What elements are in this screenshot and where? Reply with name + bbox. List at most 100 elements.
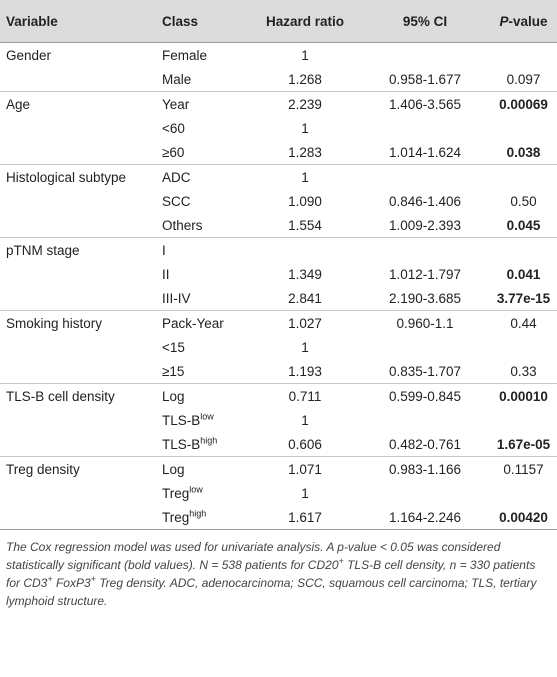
- header-cell: P-value: [490, 0, 557, 43]
- ci-cell: 1.012-1.797: [388, 266, 462, 282]
- table-row: Histological subtype ADC 1: [0, 164, 557, 189]
- variable-cell: [0, 67, 158, 92]
- ci-cell: 0.983-1.166: [360, 456, 490, 481]
- ci-cell: 0.482-0.761: [388, 436, 462, 452]
- hr-cell: 0.606: [288, 436, 322, 452]
- class-cell: ≥60: [158, 140, 250, 165]
- hr-cell: 1.617: [250, 505, 360, 530]
- p-cell: [490, 43, 557, 68]
- hr-cell: 0.711: [250, 383, 360, 408]
- class-cell: TLS-Bhigh: [158, 432, 250, 457]
- class-text: ADC: [162, 169, 191, 185]
- variable-cell: Gender: [6, 47, 52, 63]
- table-row: II 1.349 1.012-1.797 0.041: [0, 262, 557, 286]
- hr-cell: 1: [301, 485, 309, 501]
- class-sup: low: [200, 411, 214, 421]
- p-cell: 0.00010: [490, 383, 557, 408]
- header-cell: 95% CI: [360, 0, 490, 43]
- header-text: -value: [508, 13, 548, 29]
- variable-cell: [0, 359, 158, 384]
- class-cell: Treghigh: [158, 505, 250, 530]
- class-cell: Others: [158, 213, 250, 238]
- ci-cell: 0.958-1.677: [388, 71, 462, 87]
- hr-cell: 1.193: [288, 363, 322, 379]
- variable-cell: Treg density: [0, 456, 158, 481]
- hr-cell: 1: [250, 164, 360, 189]
- hr-cell: 1.071: [250, 456, 360, 481]
- class-cell: ADC: [158, 164, 250, 189]
- footnote-sup: +: [338, 556, 344, 566]
- table-row: TLS-Bhigh 0.606 0.482-0.761 1.67e-05: [0, 432, 557, 457]
- variable-cell: [0, 335, 158, 359]
- header-cell: Variable: [0, 0, 158, 43]
- table-row: Age Year 2.239 1.406-3.565 0.00069: [0, 91, 557, 116]
- ci-cell: 0.599-0.845: [360, 383, 490, 408]
- class-text: Log: [162, 461, 185, 477]
- p-cell: 0.097: [506, 71, 541, 87]
- class-cell: ≥15: [158, 359, 250, 384]
- header-cell: Hazard ratio: [250, 0, 360, 43]
- class-text: <15: [162, 339, 185, 355]
- footnote-text: The Cox regression model was used for un…: [6, 540, 501, 572]
- class-text: Treg: [162, 509, 190, 525]
- hr-cell: 1: [301, 339, 309, 355]
- ci-cell: 0.846-1.406: [388, 193, 462, 209]
- p-cell: [490, 335, 557, 359]
- class-cell: <15: [158, 335, 250, 359]
- ci-cell: 1.009-2.393: [388, 217, 462, 233]
- class-cell: SCC: [158, 189, 250, 213]
- hr-cell: 1.268: [288, 71, 322, 87]
- ci-cell: [360, 164, 490, 189]
- class-text: I: [162, 242, 166, 258]
- ci-cell: 1.406-3.565: [360, 91, 490, 116]
- footnote-text: Treg density. ADC, adenocarcinoma; SCC, …: [6, 576, 537, 608]
- table-body: Gender Female 1 Male 1.268 0.958-1.677 0.097 Ag…: [0, 43, 557, 530]
- ci-cell: 0.835-1.707: [388, 363, 462, 379]
- footnote-sup: +: [47, 574, 53, 584]
- class-cell: Male: [158, 67, 250, 92]
- class-text: ≥15: [162, 363, 185, 379]
- variable-cell: [0, 432, 158, 457]
- class-cell: Female: [158, 43, 250, 68]
- variable-cell: Age: [0, 91, 158, 116]
- p-cell: 0.50: [510, 193, 537, 209]
- class-text: SCC: [162, 193, 191, 209]
- class-cell: Pack-Year: [158, 310, 250, 335]
- table-row: TLS-B cell density Log 0.711 0.599-0.845 0.0…: [0, 383, 557, 408]
- hr-cell: 1.349: [288, 266, 322, 282]
- table-row: Treg density Log 1.071 0.983-1.166 0.1157: [0, 456, 557, 481]
- variable-cell: Smoking history: [0, 310, 158, 335]
- hr-cell: 1: [301, 47, 309, 63]
- table-row: III-IV 2.841 2.190-3.685 3.77e-15: [0, 286, 557, 311]
- class-cell: Log: [158, 456, 250, 481]
- class-cell: III-IV: [158, 286, 250, 311]
- hr-cell: 1.283: [288, 144, 322, 160]
- class-text: Log: [162, 388, 185, 404]
- ci-cell: [360, 408, 490, 432]
- variable-cell: [0, 505, 158, 530]
- hr-cell: 1.554: [288, 217, 322, 233]
- class-cell: Log: [158, 383, 250, 408]
- hr-cell: 1.090: [288, 193, 322, 209]
- ci-cell: [360, 43, 490, 68]
- p-cell: 3.77e-15: [496, 290, 551, 306]
- class-sup: high: [189, 508, 207, 518]
- ci-cell: 0.960-1.1: [360, 310, 490, 335]
- class-text: Pack-Year: [162, 315, 224, 331]
- ci-cell: 1.164-2.246: [360, 505, 490, 530]
- variable-cell: [0, 286, 158, 311]
- table-row: ≥15 1.193 0.835-1.707 0.33: [0, 359, 557, 384]
- ci-cell: [360, 481, 490, 505]
- variable-cell: pTNM stage: [0, 237, 158, 262]
- footnote-sup: +: [90, 574, 96, 584]
- p-cell: [490, 408, 557, 432]
- hr-cell: 2.239: [250, 91, 360, 116]
- hr-cell: 2.841: [288, 290, 322, 306]
- hr-cell: [250, 237, 360, 262]
- table-row: Smoking history Pack-Year 1.027 0.960-1.1 0.…: [0, 310, 557, 335]
- p-cell: [490, 164, 557, 189]
- p-cell: 0.00420: [490, 505, 557, 530]
- class-text: TLS-B: [162, 412, 201, 428]
- class-cell: II: [158, 262, 250, 286]
